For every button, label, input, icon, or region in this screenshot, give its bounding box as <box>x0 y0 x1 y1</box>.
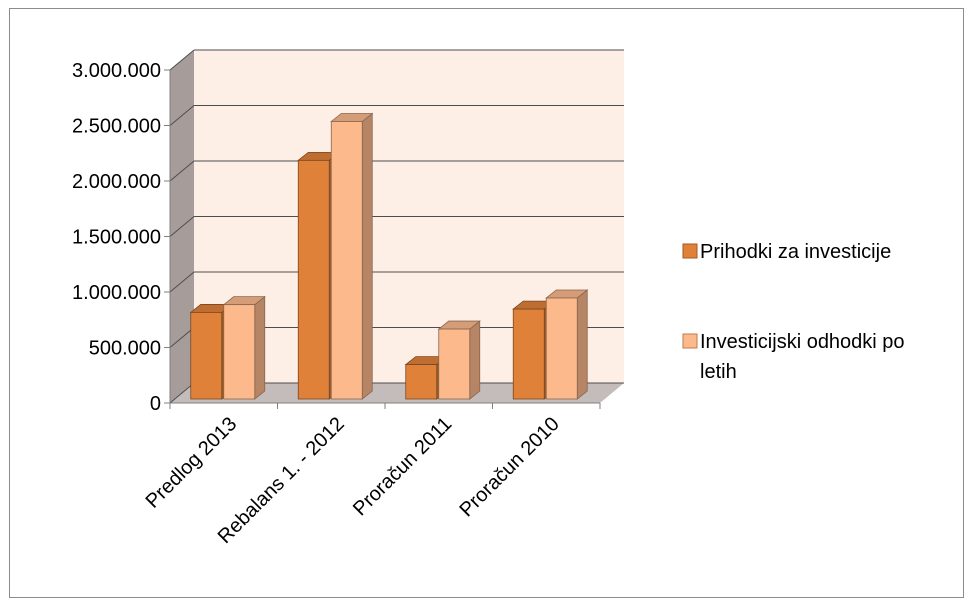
bar-front <box>405 364 438 400</box>
bar-side <box>361 112 373 400</box>
legend-label-series-2-line-1: Investicijski odhodki po <box>700 331 905 353</box>
y-tick-label: 3.000.000 <box>72 60 161 82</box>
legend-swatch-series-1 <box>682 243 698 259</box>
bar-2-3 <box>437 320 481 400</box>
y-tick-label: 0 <box>150 393 161 415</box>
floor <box>170 383 624 403</box>
gridline-side <box>169 105 195 126</box>
bar-front <box>438 328 471 400</box>
gridline-side <box>169 160 195 182</box>
bar-front <box>512 308 545 400</box>
legend-swatch-series-2 <box>682 333 698 349</box>
bar-side <box>254 295 266 400</box>
gridline-side <box>169 327 195 348</box>
bar-front <box>297 159 330 400</box>
gridline-side <box>169 49 195 71</box>
legend-label-series-1: Prihodki za investicije <box>700 241 891 263</box>
y-tick-label: 2.500.000 <box>72 116 161 138</box>
bar-side <box>469 320 481 400</box>
bar-front <box>330 121 363 400</box>
x-tick-label: Proračun 2010 <box>455 413 563 521</box>
bar-side <box>576 289 588 400</box>
bar-front <box>223 304 256 400</box>
plot-area <box>169 49 624 404</box>
gridline-side <box>169 271 195 293</box>
x-tick-label: Predlog 2013 <box>142 413 242 513</box>
gridline-side <box>169 216 195 237</box>
y-tick-label: 1.500.000 <box>72 227 161 249</box>
y-tick-label: 500.000 <box>89 338 161 360</box>
bar-2-1 <box>222 295 266 400</box>
bar-front <box>190 312 223 400</box>
legend: Prihodki za investicije Investicijski od… <box>682 241 905 383</box>
x-tick-label: Proračun 2011 <box>349 413 456 520</box>
bars <box>189 112 589 400</box>
bar-2-2 <box>330 112 374 400</box>
y-tick-label: 1.000.000 <box>72 282 161 304</box>
bar-front <box>545 297 578 400</box>
bar-2-4 <box>545 289 589 400</box>
axes <box>164 69 601 409</box>
y-tick-label: 2.000.000 <box>72 171 161 193</box>
legend-label-series-2-line-2: letih <box>700 361 737 383</box>
gridline-side <box>169 382 195 404</box>
